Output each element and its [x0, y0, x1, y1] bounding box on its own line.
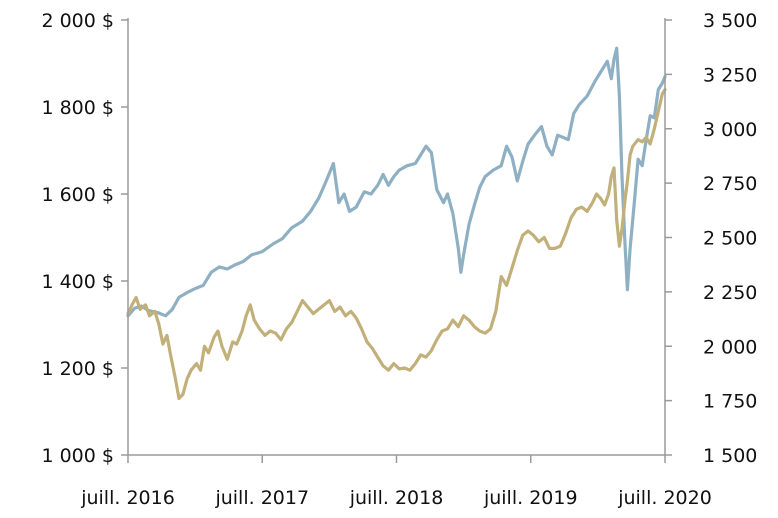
axes-layer: 1 000 $ 1 200 $ 1 400 $ 1 600 $ 1 800 $ 2 000…: [41, 10, 757, 509]
left-y-tick-label: 1 400 $: [41, 271, 114, 293]
right-y-tick-label: 2 000: [703, 336, 757, 358]
x-tick-label: juill. 2017: [214, 487, 309, 509]
right-y-tick-label: 3 500: [703, 10, 757, 32]
x-tick-label: juill. 2016: [80, 487, 175, 509]
series-line-left-axis: [126, 88, 667, 400]
left-y-tick-label: 1 200 $: [41, 358, 114, 380]
right-y-tick-label: 2 250: [703, 282, 757, 304]
right-y-tick-label: 3 250: [703, 64, 757, 86]
right-y-tick-label: 1 500: [703, 445, 757, 467]
left-y-tick-label: 1 600 $: [41, 184, 114, 206]
right-y-tick-label: 2 500: [703, 228, 757, 250]
right-y-tick-label: 2 750: [703, 173, 757, 195]
series-layer: [126, 46, 667, 400]
right-y-tick-label: 3 000: [703, 119, 757, 141]
x-tick-label: juill. 2019: [483, 487, 578, 509]
series-line-right-axis: [126, 46, 667, 318]
right-y-tick-label: 1 750: [703, 391, 757, 413]
left-y-tick-label: 1 800 $: [41, 97, 114, 119]
x-tick-label: juill. 2018: [349, 487, 444, 509]
x-tick-label: juill. 2020: [617, 487, 712, 509]
left-y-tick-label: 2 000 $: [41, 10, 114, 32]
left-y-tick-label: 1 000 $: [41, 445, 114, 467]
